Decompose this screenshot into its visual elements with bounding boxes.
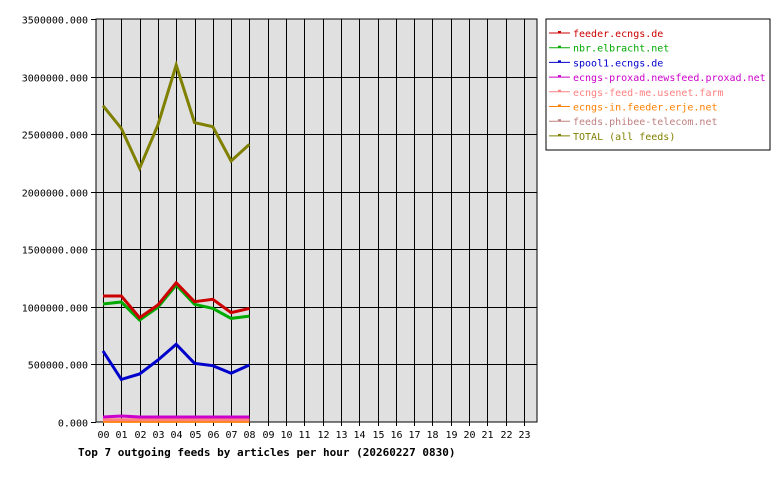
legend-label: ecngs-feed-me.usenet.farm — [573, 88, 724, 99]
legend-marker-icon — [558, 31, 561, 33]
legend-label: feeder.ecngs.de — [573, 29, 663, 40]
x-tick-label: 12 — [317, 430, 329, 441]
legend-label: spool1.ecngs.de — [573, 58, 663, 69]
legend-marker-icon — [558, 60, 561, 63]
legend-label: TOTAL (all feeds) — [573, 132, 675, 143]
legend-label: nbr.elbracht.net — [573, 44, 669, 55]
x-tick-label: 04 — [170, 430, 182, 441]
x-tick-label: 21 — [481, 430, 493, 441]
x-tick-label: 08 — [243, 430, 255, 441]
y-tick-label: 2000000.000 — [22, 189, 88, 200]
x-tick-label: 22 — [500, 430, 512, 441]
x-tick-label: 10 — [280, 430, 292, 441]
legend-label: feeds.phibee-telecom.net — [573, 117, 718, 128]
x-tick-label: 14 — [353, 430, 365, 441]
y-tick-label: 1000000.000 — [22, 304, 88, 315]
y-tick-label: 0.000 — [58, 419, 88, 430]
y-axis: 0.000 500000.000 1000000.000 1500000.000 200… — [22, 16, 96, 430]
x-tick-label: 09 — [262, 430, 274, 441]
chart-title: Top 7 outgoing feeds by articles per hou… — [78, 446, 456, 459]
x-tick-label: 06 — [207, 430, 219, 441]
legend-marker-icon — [558, 45, 561, 48]
series-lines — [101, 60, 251, 423]
x-tick-label: 15 — [372, 430, 384, 441]
x-tick-label: 19 — [445, 430, 457, 441]
legend-marker-icon — [558, 75, 561, 78]
x-tick-label: 03 — [152, 430, 164, 441]
y-tick-label: 3000000.000 — [22, 74, 88, 85]
x-tick-label: 16 — [390, 430, 402, 441]
legend-label: ecngs-proxad.newsfeed.proxad.net — [573, 73, 766, 84]
legend-marker-icon — [558, 89, 561, 92]
x-tick-label: 13 — [335, 430, 347, 441]
legend: feeder.ecngs.de nbr.elbracht.net spool1.ec… — [545, 18, 771, 151]
x-tick-label: 18 — [426, 430, 438, 441]
series-line — [103, 280, 250, 320]
x-tick-label: 07 — [225, 430, 237, 441]
x-tick-label: 02 — [134, 430, 146, 441]
series-line — [101, 342, 251, 382]
y-tick-label: 500000.000 — [28, 361, 88, 372]
series-line — [101, 60, 251, 173]
legend-marker-icon — [558, 104, 561, 107]
x-tick-label: 20 — [463, 430, 475, 441]
x-axis: 00 01 02 03 04 05 06 07 08 09 10 11 12 13 14 15 16 17 18 19… — [97, 430, 530, 441]
grid-lines — [96, 19, 537, 426]
x-tick-label: 23 — [518, 430, 530, 441]
x-tick-label: 11 — [298, 430, 310, 441]
legend-marker-icon — [558, 133, 561, 136]
x-tick-label: 05 — [189, 430, 201, 441]
y-tick-label: 1500000.000 — [22, 246, 88, 257]
x-tick-label: 01 — [115, 430, 127, 441]
legend-marker-icon — [558, 119, 561, 122]
y-tick-label: 3500000.000 — [22, 16, 88, 27]
x-tick-label: 17 — [408, 430, 420, 441]
plot-area — [95, 18, 538, 423]
y-tick-label: 2500000.000 — [22, 131, 88, 142]
x-tick-label: 00 — [97, 430, 109, 441]
legend-label: ecngs-in.feeder.erje.net — [573, 103, 718, 114]
series-line — [102, 414, 250, 419]
legend-box — [545, 18, 771, 151]
